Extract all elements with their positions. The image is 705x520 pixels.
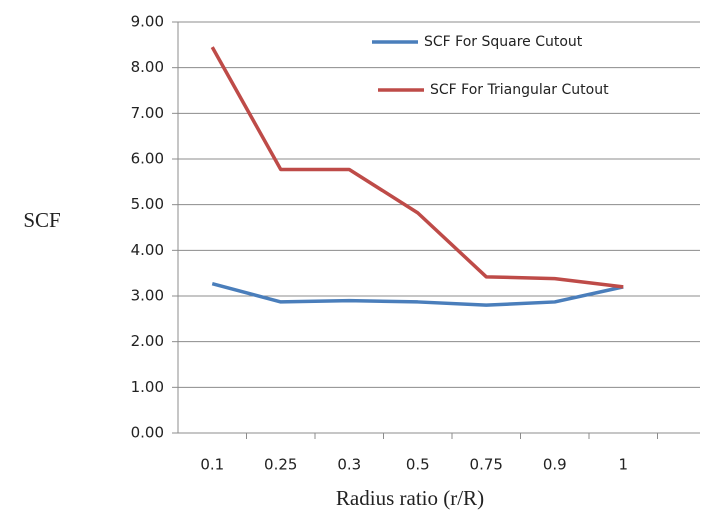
y-tick-label: 1.00 <box>131 378 164 396</box>
series-line <box>211 281 624 307</box>
x-tick-label: 0.25 <box>264 456 297 474</box>
x-tick-label: 0.75 <box>470 456 503 474</box>
y-tick-label: 5.00 <box>131 195 164 213</box>
x-axis-title: Radius ratio (r/R) <box>336 486 484 510</box>
y-tick-label: 3.00 <box>131 287 164 305</box>
x-tick-label: 0.3 <box>337 456 361 474</box>
y-tick-label: 8.00 <box>131 58 164 76</box>
x-tick-label: 0.5 <box>406 456 430 474</box>
y-tick-label: 4.00 <box>131 241 164 259</box>
y-tick-label: 0.00 <box>131 424 164 442</box>
y-tick-label: 2.00 <box>131 332 164 350</box>
y-tick-label: 6.00 <box>131 150 164 168</box>
x-tick-label: 0.1 <box>200 456 224 474</box>
x-tick-label: 0.9 <box>543 456 567 474</box>
legend-label: SCF For Square Cutout <box>424 34 583 50</box>
y-tick-label: 7.00 <box>131 104 164 122</box>
y-axis-title: SCF <box>23 208 60 232</box>
series-line <box>210 46 624 289</box>
x-tick-label: 1 <box>618 456 628 474</box>
y-tick-label: 9.00 <box>131 13 164 31</box>
legend-label: SCF For Triangular Cutout <box>430 82 609 98</box>
